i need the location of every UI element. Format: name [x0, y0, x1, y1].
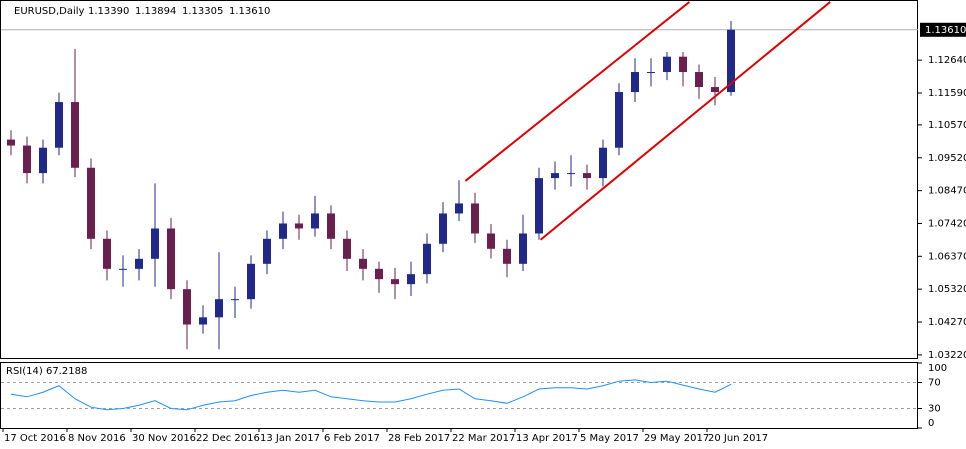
main-panel: [0, 0, 918, 359]
rsi-tick-label: 0: [928, 418, 934, 429]
candle-body: [247, 263, 255, 300]
x-tick-label: 28 Feb 2017: [388, 433, 450, 444]
x-tick-label: 13 Jan 2017: [260, 433, 320, 444]
y-tick-label: 1.04270: [928, 317, 966, 328]
candle-body: [23, 145, 31, 174]
candle-body: [551, 173, 559, 179]
y-tick-label: 1.09520: [928, 153, 966, 164]
x-tick-label: 6 Feb 2017: [324, 433, 380, 444]
x-tick-label: 8 Nov 2016: [68, 433, 126, 444]
candle-body: [711, 87, 719, 93]
candle-body: [167, 228, 175, 290]
ohlc-high: 1.13894: [135, 6, 176, 17]
candle-body: [407, 274, 415, 285]
y-tick-label: 1.06370: [928, 251, 966, 262]
x-tick-label: 29 May 2017: [644, 433, 709, 444]
candle-body: [663, 56, 671, 73]
rsi-line: [10, 379, 732, 411]
candle-body: [423, 243, 431, 275]
rsi-tick-label: 100: [928, 363, 947, 374]
y-tick-label: 1.12640: [928, 55, 966, 66]
candle-body: [279, 223, 287, 239]
candle-body: [471, 203, 479, 234]
candle-body: [695, 72, 703, 88]
candle-body: [103, 238, 111, 269]
candle-body: [71, 102, 79, 168]
candle-body: [599, 147, 607, 179]
ohlc-low: 1.13305: [182, 6, 223, 17]
y-tick-label: 1.03220: [928, 350, 966, 361]
candle-body: [55, 102, 63, 148]
candle-body: [391, 279, 399, 285]
candle-body: [375, 268, 383, 280]
last-price-label: 1.13610: [925, 25, 966, 36]
candle-body: [151, 228, 159, 259]
candle-body: [647, 72, 655, 74]
x-tick-label: 13 Apr 2017: [516, 433, 578, 444]
rsi-panel: [0, 362, 918, 429]
candle-body: [327, 213, 335, 239]
candle-body: [295, 223, 303, 229]
ohlc-close: 1.13610: [229, 6, 270, 17]
y-tick-label: 1.05320: [928, 284, 966, 295]
y-tick-label: 1.10570: [928, 120, 966, 131]
candle-body: [263, 238, 271, 264]
x-tick-label: 22 Dec 2016: [196, 433, 260, 444]
trend-line: [464, 1, 691, 182]
candle-body: [567, 173, 575, 175]
candle-body: [583, 173, 591, 179]
candle-body: [39, 147, 47, 174]
y-tick-label: 1.11590: [928, 88, 966, 99]
candle-body: [615, 92, 623, 148]
candle-body: [343, 238, 351, 259]
trend-line: [539, 1, 831, 241]
rsi-title: RSI(14) 67.2188: [6, 366, 87, 377]
candle-body: [87, 167, 95, 239]
candle-body: [535, 178, 543, 234]
rsi-tick-label: 30: [928, 404, 941, 415]
candle-body: [7, 139, 15, 146]
x-tick-label: 5 May 2017: [580, 433, 639, 444]
y-tick-label: 1.07420: [928, 218, 966, 229]
candle-body: [487, 233, 495, 249]
y-tick-label: 1.08470: [928, 186, 966, 197]
chart-title: EURUSD,Daily: [14, 6, 85, 17]
candle-body: [519, 233, 527, 264]
x-tick-label: 30 Nov 2016: [132, 433, 196, 444]
candle-body: [199, 317, 207, 325]
last-price-box: [920, 22, 966, 37]
x-tick-label: 22 Mar 2017: [452, 433, 515, 444]
candle-body: [231, 299, 239, 301]
candle-body: [679, 56, 687, 73]
candle-body: [359, 258, 367, 269]
candle-body: [727, 29, 735, 93]
candle-body: [183, 289, 191, 325]
header: EURUSD,Daily 1.13390 1.13894 1.13305 1.1…: [14, 6, 270, 17]
candle-body: [135, 258, 143, 269]
candle-body: [503, 248, 511, 264]
candle-body: [215, 299, 223, 318]
x-tick-label: 17 Oct 2016: [4, 433, 66, 444]
candle-body: [631, 72, 639, 93]
candle-body: [455, 203, 463, 214]
x-tick-label: 20 Jun 2017: [708, 433, 768, 444]
rsi-tick-label: 70: [928, 378, 941, 389]
candle-body: [311, 213, 319, 229]
ohlc-open: 1.13390: [88, 6, 129, 17]
candle-body: [119, 268, 127, 270]
candle-body: [439, 213, 447, 244]
